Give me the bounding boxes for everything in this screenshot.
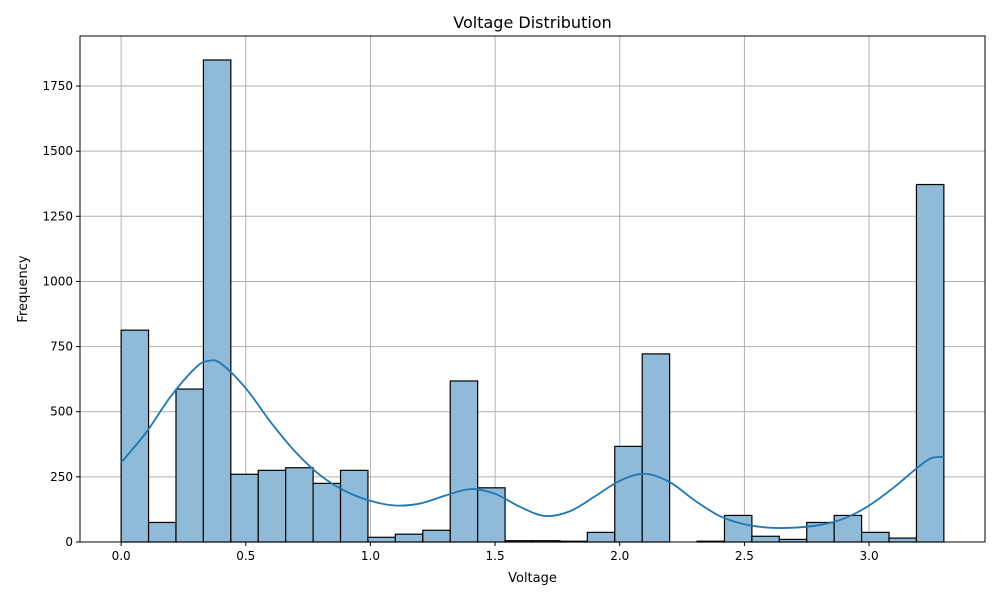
chart-title: Voltage Distribution [453, 13, 611, 32]
histogram-bar [614, 445, 643, 543]
plot-area-frame [79, 35, 986, 543]
x-tick-label: 2.0 [610, 549, 629, 563]
histogram-bar [147, 521, 177, 543]
histogram-bar [339, 469, 369, 543]
x-axis-label: Voltage [508, 571, 557, 586]
histogram-bar [586, 531, 616, 543]
histogram-bar [367, 536, 396, 543]
histogram-bar [257, 469, 287, 543]
histogram-bar [833, 514, 863, 543]
histogram-bar [751, 535, 780, 543]
histogram-bars [120, 59, 945, 543]
histogram-bar [449, 380, 479, 543]
histogram-bar [860, 531, 890, 543]
y-tick-label: 1250 [42, 209, 73, 223]
y-tick-label: 1500 [42, 144, 73, 158]
x-tick-label: 0.0 [112, 549, 131, 563]
x-tick-label: 0.5 [236, 549, 255, 563]
y-tick-label: 500 [50, 405, 73, 419]
histogram-bar [422, 529, 451, 543]
x-tick-label: 1.5 [486, 549, 505, 563]
histogram-bar [888, 537, 918, 543]
histogram-bar [175, 388, 205, 543]
kde-curve-layer [120, 359, 944, 529]
x-axis-ticks: 0.0 0.5 1.0 1.5 2.0 2.5 3.0 [112, 542, 879, 563]
histogram-bar [230, 473, 259, 543]
x-tick-label: 3.0 [860, 549, 879, 563]
y-axis-label: Frequency [16, 255, 31, 322]
y-tick-label: 1750 [42, 79, 73, 93]
histogram-bar [312, 482, 342, 543]
y-tick-label: 750 [50, 340, 73, 354]
x-tick-label: 2.5 [735, 549, 754, 563]
histogram-bar [394, 533, 424, 543]
histogram-bar [641, 353, 671, 543]
x-tick-label: 1.0 [361, 549, 380, 563]
kde-line [120, 359, 944, 529]
y-tick-label: 1000 [42, 274, 73, 288]
histogram-bar [285, 467, 314, 543]
histogram-bar [202, 59, 232, 543]
y-axis-ticks: 0 250 500 750 1000 1250 1500 1750 [42, 79, 80, 549]
y-tick-label: 0 [65, 535, 73, 549]
y-tick-label: 250 [50, 470, 73, 484]
histogram-bar [915, 183, 945, 543]
